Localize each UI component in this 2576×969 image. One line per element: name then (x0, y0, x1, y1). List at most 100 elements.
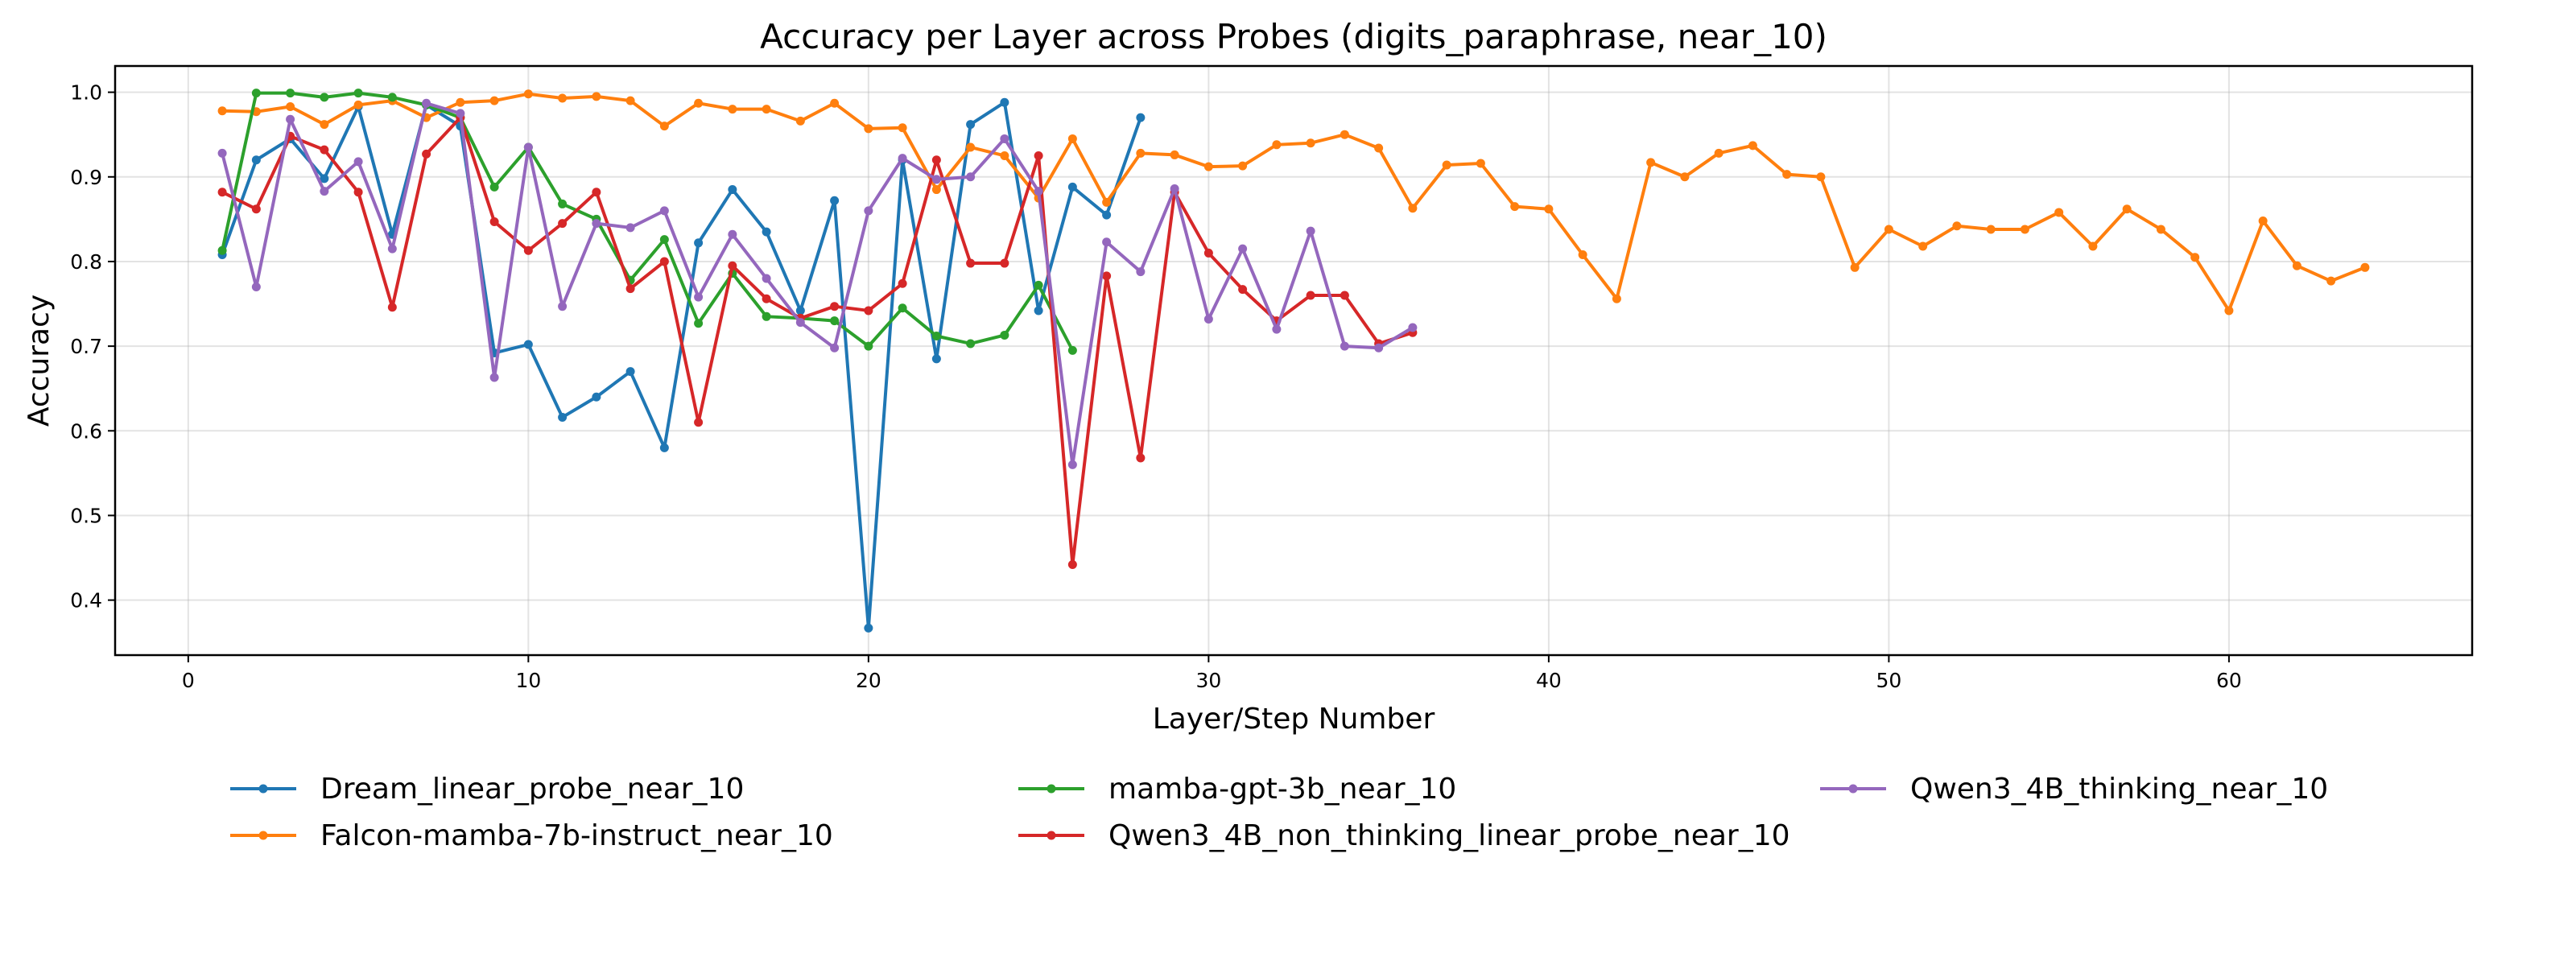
data-point (659, 206, 669, 216)
x-axis-label: Layer/Step Number (1153, 703, 1435, 736)
data-point (795, 318, 805, 328)
legend-label: Qwen3_4B_non_thinking_linear_probe_near_… (1108, 819, 1790, 852)
x-tick-label: 0 (182, 669, 195, 692)
series-Dream_linear_probe_near_10 (217, 97, 1146, 633)
data-point (966, 142, 976, 152)
data-point (1102, 237, 1112, 247)
data-point (353, 89, 363, 98)
data-point (217, 188, 227, 197)
data-point (456, 97, 465, 107)
data-point (1340, 130, 1349, 139)
y-tick-label: 0.6 (70, 419, 102, 443)
data-point (864, 206, 873, 216)
data-point (1136, 113, 1146, 122)
data-point (592, 392, 601, 402)
data-point (694, 98, 704, 108)
data-point (1748, 141, 1757, 151)
data-point (320, 93, 329, 102)
data-point (1034, 306, 1043, 315)
legend-label: Qwen3_4B_thinking_near_10 (1910, 773, 2328, 806)
data-point (558, 302, 568, 311)
series-group (217, 89, 2370, 633)
data-point (251, 89, 261, 98)
data-point (2326, 276, 2336, 286)
data-point (864, 124, 873, 134)
data-point (830, 98, 840, 108)
data-point (625, 223, 635, 233)
data-point (1102, 271, 1112, 281)
data-point (523, 340, 533, 349)
data-point (1578, 250, 1587, 260)
data-point (1102, 210, 1112, 220)
data-point (864, 341, 873, 351)
data-point (489, 217, 499, 227)
data-point (1612, 294, 1621, 303)
data-point (456, 109, 465, 118)
data-point (523, 89, 533, 99)
data-point (728, 261, 737, 270)
data-point (830, 196, 840, 205)
data-point (659, 257, 669, 266)
data-point (592, 92, 601, 101)
legend-label: Falcon-mamba-7b-instruct_near_10 (320, 819, 833, 852)
y-axis-label: Accuracy (23, 295, 56, 427)
data-point (1306, 291, 1315, 300)
x-tick-label: 60 (2216, 669, 2242, 692)
data-point (1136, 148, 1146, 158)
data-point (1000, 258, 1009, 268)
data-point (592, 219, 601, 229)
data-point (795, 116, 805, 126)
data-point (353, 157, 363, 167)
data-point (1067, 182, 1077, 192)
data-point (1067, 345, 1077, 355)
legend-item: Qwen3_4B_thinking_near_10 (1820, 773, 2328, 806)
data-point (1782, 170, 1792, 179)
data-point (2360, 262, 2370, 272)
series-Qwen3_4B_thinking_near_10 (217, 98, 1418, 469)
data-point (489, 96, 499, 105)
data-point (762, 294, 771, 303)
data-point (1408, 204, 1418, 213)
data-point (217, 148, 227, 158)
data-point (251, 155, 261, 165)
data-point (931, 175, 941, 184)
data-point (1374, 343, 1384, 353)
data-point (1986, 225, 1996, 234)
data-point (1000, 134, 1009, 143)
data-point (1850, 262, 1860, 272)
data-point (1034, 151, 1043, 160)
data-point (1000, 151, 1009, 160)
data-point (217, 106, 227, 116)
y-tick-label: 0.8 (70, 250, 102, 274)
legend-label: Dream_linear_probe_near_10 (320, 773, 744, 806)
data-point (659, 235, 669, 245)
data-point (931, 155, 941, 165)
data-point (966, 339, 976, 348)
data-point (1714, 148, 1724, 158)
data-point (2258, 216, 2268, 225)
data-point (422, 98, 431, 108)
data-point (1170, 184, 1179, 193)
series-line (222, 92, 2366, 312)
data-point (320, 120, 329, 130)
grid (115, 66, 2472, 655)
legend-label: mamba-gpt-3b_near_10 (1108, 773, 1456, 806)
data-point (1238, 244, 1248, 254)
data-point (1272, 140, 1282, 150)
data-point (659, 443, 669, 452)
data-point (1238, 161, 1248, 171)
data-point (1067, 460, 1077, 469)
data-point (592, 188, 601, 197)
series-line (221, 91, 1075, 352)
data-point (931, 332, 941, 340)
data-point (762, 274, 771, 283)
data-point (353, 188, 363, 197)
data-point (728, 229, 737, 239)
data-point (558, 219, 568, 229)
x-tick-label: 30 (1195, 669, 1221, 692)
data-point (625, 284, 635, 294)
y-tick-label: 0.9 (70, 166, 102, 189)
legend-item: Qwen3_4B_non_thinking_linear_probe_near_… (1018, 819, 1790, 852)
data-point (1680, 172, 1690, 182)
data-point (1952, 221, 1962, 231)
